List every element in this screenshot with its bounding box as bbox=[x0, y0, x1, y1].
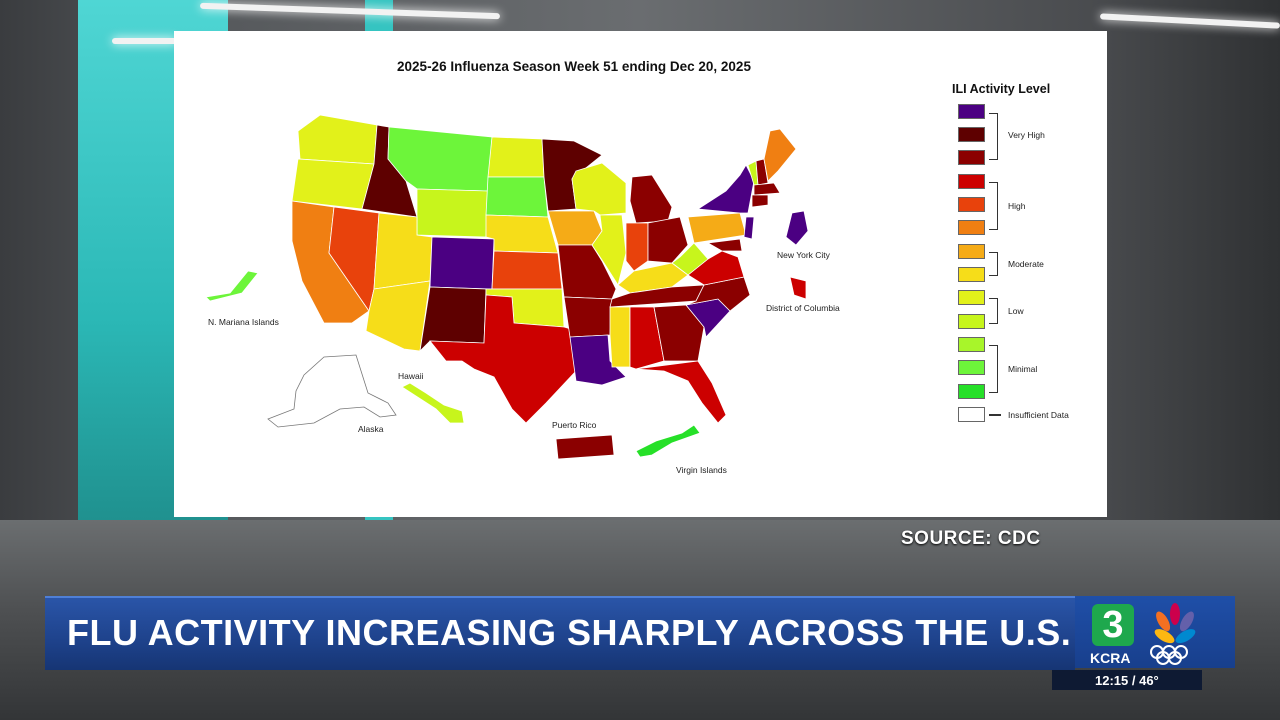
label-puerto-rico: Puerto Rico bbox=[552, 420, 597, 430]
legend-swatch-3 bbox=[958, 337, 985, 352]
state-wyoming bbox=[416, 188, 489, 238]
flu-map-card: 2025-26 Influenza Season Week 51 ending … bbox=[174, 31, 1107, 517]
legend-swatch-8 bbox=[958, 220, 985, 235]
channel-number: 3 bbox=[1092, 604, 1134, 646]
state-ohio bbox=[647, 216, 689, 264]
n-mariana-shape bbox=[205, 270, 259, 302]
state-north-carolina bbox=[685, 276, 751, 312]
legend-swatch-9 bbox=[958, 197, 985, 212]
us-ili-map: N. Mariana Islands Hawaii Alaska Puerto … bbox=[205, 114, 840, 475]
state-texas bbox=[429, 294, 579, 424]
legend-swatch-10 bbox=[958, 174, 985, 189]
state-michigan bbox=[629, 174, 673, 224]
legend-swatch-5 bbox=[958, 290, 985, 305]
state-nebraska bbox=[485, 214, 559, 254]
label-hawaii: Hawaii bbox=[398, 371, 424, 381]
legend-bracket bbox=[989, 182, 998, 230]
state-pennsylvania bbox=[687, 212, 747, 244]
legend-swatch-7 bbox=[958, 244, 985, 259]
legend-label-insufficient: Insufficient Data bbox=[1008, 410, 1069, 420]
label-virgin-islands: Virgin Islands bbox=[676, 465, 727, 475]
legend-label-low: Low bbox=[1008, 306, 1024, 316]
station-call-sign: KCRA bbox=[1090, 650, 1131, 666]
legend-swatch-6 bbox=[958, 267, 985, 282]
headline-banner: FLU ACTIVITY INCREASING SHARPLY ACROSS T… bbox=[45, 596, 1075, 670]
legend-label-moderate: Moderate bbox=[1008, 259, 1044, 269]
legend-bracket bbox=[989, 345, 998, 393]
state-georgia bbox=[653, 304, 705, 362]
state-florida bbox=[635, 360, 727, 424]
alaska-shape bbox=[267, 354, 397, 428]
legend-bracket bbox=[989, 298, 998, 324]
legend-swatch-4 bbox=[958, 314, 985, 329]
state-kansas bbox=[491, 250, 563, 290]
state-colorado bbox=[429, 236, 495, 290]
state-new-jersey bbox=[743, 216, 755, 240]
state-louisiana bbox=[569, 334, 627, 386]
state-arizona bbox=[365, 280, 431, 352]
state-south-dakota bbox=[485, 176, 549, 218]
legend-swatch-11 bbox=[958, 150, 985, 165]
virgin-islands-shape bbox=[635, 424, 701, 458]
label-n-mariana: N. Mariana Islands bbox=[208, 317, 279, 327]
state-maine bbox=[763, 128, 797, 182]
nbc-peacock-icon bbox=[1150, 603, 1196, 665]
state-north-dakota bbox=[487, 136, 545, 178]
state-illinois bbox=[591, 214, 627, 287]
legend-label-minimal: Minimal bbox=[1008, 364, 1038, 374]
source-credit: SOURCE: CDC bbox=[901, 528, 1041, 549]
hawaii-shape bbox=[401, 382, 465, 424]
legend-bracket bbox=[989, 252, 998, 276]
legend-swatch-1 bbox=[958, 384, 985, 399]
state-massachusetts bbox=[753, 182, 781, 196]
dc-inset bbox=[789, 276, 807, 300]
map-title: 2025-26 Influenza Season Week 51 ending … bbox=[397, 59, 751, 74]
puerto-rico-shape bbox=[555, 434, 615, 460]
legend-swatch-2 bbox=[958, 360, 985, 375]
ceiling-light bbox=[112, 38, 177, 44]
legend-title: ILI Activity Level bbox=[952, 82, 1051, 96]
legend-swatch-12 bbox=[958, 127, 985, 142]
state-connecticut bbox=[751, 194, 769, 208]
legend-swatch-13 bbox=[958, 104, 985, 119]
state-washington bbox=[297, 114, 378, 165]
legend-label-high: High bbox=[1008, 201, 1026, 211]
state-west-virginia bbox=[671, 242, 709, 276]
label-dc: District of Columbia bbox=[766, 303, 840, 313]
label-new-york-city: New York City bbox=[777, 250, 831, 260]
state-alabama bbox=[629, 306, 665, 370]
time-temp: 12:15 / 46° bbox=[1095, 673, 1159, 688]
state-wisconsin bbox=[571, 162, 627, 216]
label-alaska: Alaska bbox=[358, 424, 384, 434]
state-arkansas bbox=[563, 296, 613, 338]
legend-label-very-high: Very High bbox=[1008, 130, 1045, 140]
state-mississippi bbox=[609, 306, 631, 368]
legend-bracket bbox=[989, 113, 998, 160]
legend-tick bbox=[989, 414, 1001, 416]
state-iowa bbox=[547, 210, 603, 246]
nyc-inset bbox=[785, 210, 809, 246]
headline-text: FLU ACTIVITY INCREASING SHARPLY ACROSS T… bbox=[67, 612, 1072, 653]
legend-swatch-insufficient bbox=[958, 407, 985, 422]
state-indiana bbox=[625, 222, 649, 272]
state-new-york bbox=[696, 164, 755, 214]
station-logo-box bbox=[1075, 596, 1235, 668]
time-temp-bar bbox=[1052, 670, 1202, 690]
state-oregon bbox=[291, 158, 375, 210]
state-maryland bbox=[706, 238, 743, 252]
